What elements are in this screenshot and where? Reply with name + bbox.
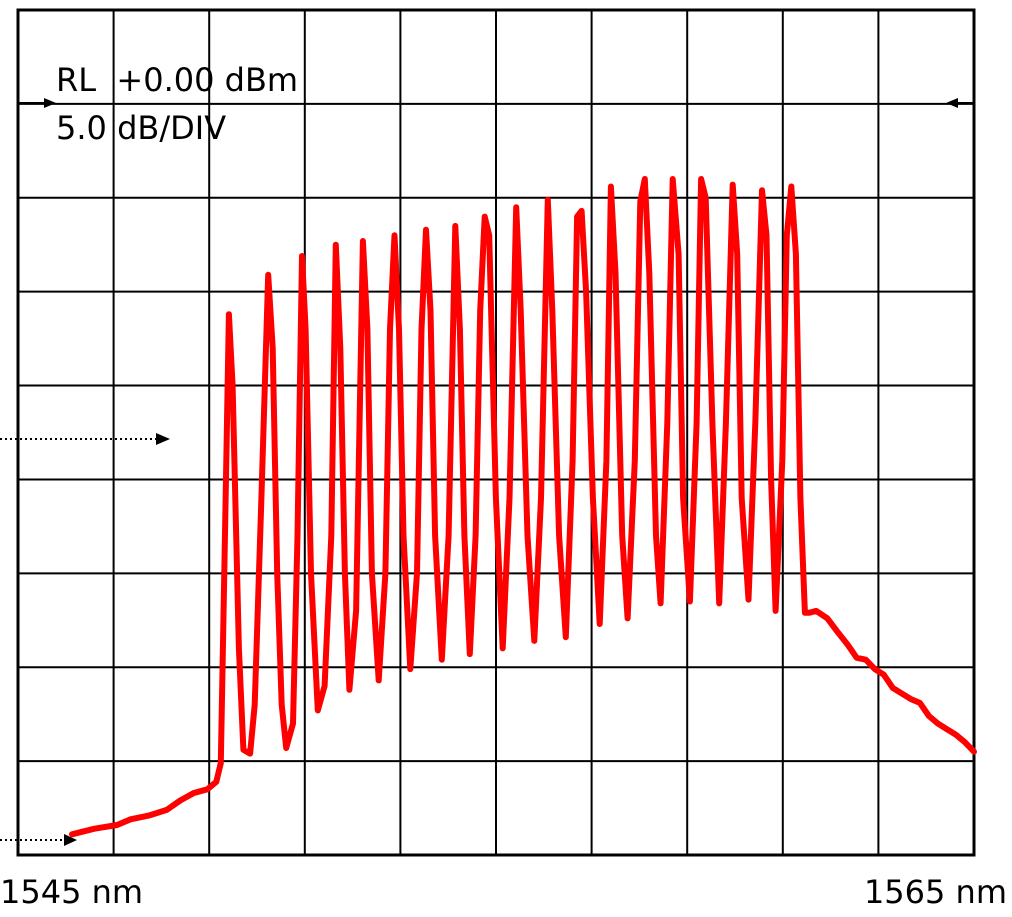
left-reference-arrow-icon [44, 98, 56, 108]
reference-level-markers [18, 98, 974, 108]
spectrum-trace [69, 176, 977, 838]
reference-level-readout: RL +0.00 dBm [56, 61, 298, 99]
floor-level-arrow-icon [64, 834, 77, 846]
right-reference-arrow-icon [946, 98, 958, 108]
level-markers [0, 433, 170, 846]
x-end-tick-label: 1565 nm [864, 873, 1007, 911]
plot-frame [16, 8, 976, 857]
x-start-tick-label: 1545 nm [0, 873, 143, 911]
marker-level-arrow-icon [156, 433, 170, 445]
scale-readout: 5.0 dB/DIV [56, 109, 226, 147]
